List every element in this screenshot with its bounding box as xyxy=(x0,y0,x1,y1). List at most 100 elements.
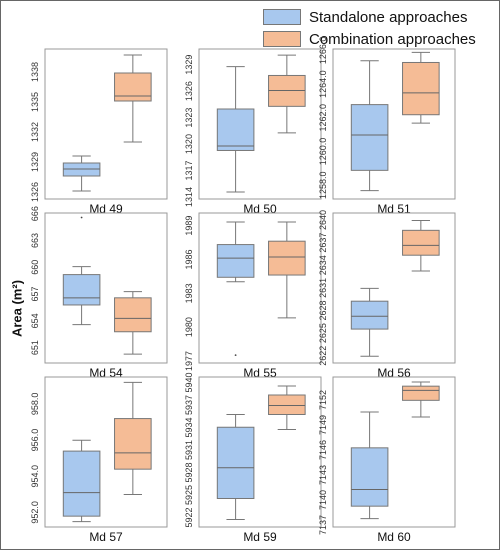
y-tick-label: 2637 xyxy=(318,233,328,253)
panel-title: Md 59 xyxy=(243,530,277,544)
box-body xyxy=(216,426,255,499)
y-tick-label: 663 xyxy=(30,233,40,248)
panel-title: Md 57 xyxy=(89,530,123,544)
y-tick-label: 958.0 xyxy=(30,393,40,416)
y-tick-label: 1317 xyxy=(184,161,194,181)
y-tick-label: 1314 xyxy=(184,187,194,207)
y-tick-label: 7137 xyxy=(318,515,328,535)
legend: Standalone approaches Combination approa… xyxy=(263,7,495,51)
y-tick-label: 1320 xyxy=(184,134,194,154)
y-tick-label: 956.0 xyxy=(30,429,40,452)
y-tick-label: 2631 xyxy=(318,278,328,298)
y-tick-label: 1264.0 xyxy=(318,70,328,98)
box-body xyxy=(62,274,101,306)
legend-item-standalone: Standalone approaches xyxy=(263,7,495,27)
box-combination xyxy=(402,381,440,418)
box-standalone xyxy=(216,66,255,193)
box-body xyxy=(350,104,389,171)
y-tick-label: 2622 xyxy=(318,346,328,366)
box-combination xyxy=(114,54,152,143)
box-body xyxy=(350,447,389,507)
y-tick-label: 2625 xyxy=(318,323,328,343)
box-body xyxy=(114,72,152,102)
y-tick-label: 2628 xyxy=(318,300,328,320)
panel-md-59: 5922 5925 5928 5931 5934 5937 5940 Md 59 xyxy=(184,372,322,544)
box-body xyxy=(402,61,440,116)
y-tick-label: 7152 xyxy=(318,390,328,410)
y-tick-label: 1335 xyxy=(30,92,40,112)
panel-md-57: 952.0 954.0 956.0 958.0 Md 57 xyxy=(30,376,168,544)
y-tick-label: 2634 xyxy=(318,255,328,275)
y-tick-label: 5928 xyxy=(184,462,194,482)
y-tick-label: 1332 xyxy=(30,122,40,142)
y-tick-label: 7140 xyxy=(318,490,328,510)
outlier-point xyxy=(80,216,83,219)
y-tick-label: 5937 xyxy=(184,395,194,415)
y-tick-label: 1329 xyxy=(184,55,194,75)
legend-swatch-combination xyxy=(263,31,301,47)
box-combination xyxy=(114,381,152,495)
box-standalone xyxy=(350,287,389,357)
y-tick-label: 1977 xyxy=(184,351,194,371)
box-body xyxy=(268,394,306,415)
box-combination xyxy=(268,385,306,430)
y-tick-label: 1326 xyxy=(30,182,40,202)
y-tick-label: 1323 xyxy=(184,108,194,128)
y-tick-label: 7143 xyxy=(318,465,328,485)
y-tick-label: 657 xyxy=(30,287,40,302)
y-tick-label: 1989 xyxy=(184,216,194,236)
y-tick-label: 1338 xyxy=(30,62,40,82)
box-body xyxy=(350,300,389,330)
y-tick-label: 1983 xyxy=(184,283,194,303)
y-tick-label: 5940 xyxy=(184,372,194,392)
box-standalone xyxy=(216,221,255,357)
y-tick-label: 952.0 xyxy=(30,501,40,524)
box-body xyxy=(216,244,255,278)
y-tick-label: 1980 xyxy=(184,317,194,337)
panel-md-60: 7137 7140 7143 7146 7149 7152 Md 60 xyxy=(318,376,456,544)
outlier-point xyxy=(234,354,237,357)
panel-title: Md 60 xyxy=(377,530,411,544)
legend-label-standalone: Standalone approaches xyxy=(309,8,468,26)
y-tick-label: 2640 xyxy=(318,210,328,230)
y-tick-label: 5931 xyxy=(184,440,194,460)
box-standalone xyxy=(62,155,101,192)
box-combination xyxy=(268,54,306,134)
y-tick-label: 1986 xyxy=(184,249,194,269)
box-standalone xyxy=(350,411,389,520)
box-standalone xyxy=(350,60,389,192)
y-tick-label: 660 xyxy=(30,260,40,275)
y-tick-label: 5934 xyxy=(184,417,194,437)
panel-frame xyxy=(198,212,322,364)
y-tick-label: 7149 xyxy=(318,415,328,435)
y-tick-label: 1326 xyxy=(184,81,194,101)
legend-label-combination: Combination approaches xyxy=(309,30,476,48)
y-tick-label: 1266.0 xyxy=(318,37,328,65)
y-tick-label: 5922 xyxy=(184,507,194,527)
box-body xyxy=(62,450,101,517)
y-tick-label: 654 xyxy=(30,313,40,328)
box-combination xyxy=(402,51,440,124)
legend-swatch-standalone xyxy=(263,9,301,25)
box-combination xyxy=(268,221,306,319)
y-tick-label: 7146 xyxy=(318,440,328,460)
box-body xyxy=(268,240,306,276)
legend-item-combination: Combination approaches xyxy=(263,29,495,49)
box-body xyxy=(114,297,152,333)
y-tick-label: 1258.0 xyxy=(318,171,328,199)
y-tick-label: 1262.0 xyxy=(318,104,328,132)
y-tick-label: 5925 xyxy=(184,485,194,505)
box-body xyxy=(114,418,152,470)
box-standalone xyxy=(62,216,101,326)
box-standalone xyxy=(62,439,101,523)
y-tick-label: 666 xyxy=(30,206,40,221)
y-tick-label: 1329 xyxy=(30,152,40,172)
